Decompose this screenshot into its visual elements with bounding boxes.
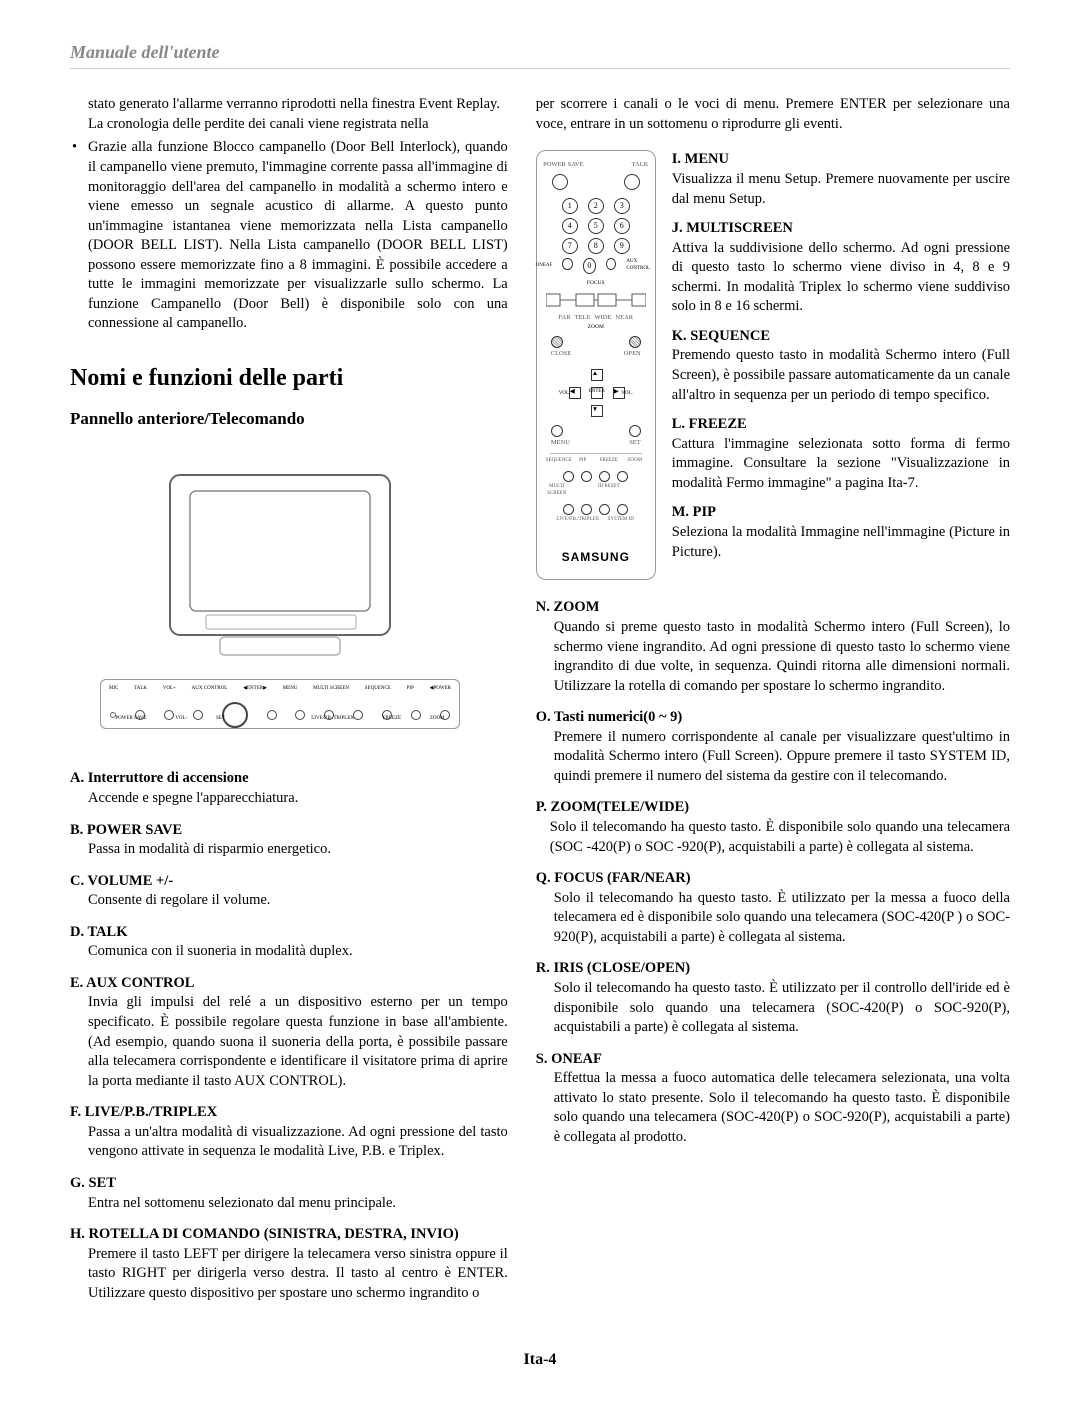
feature-B: B. POWER SAVE Passa in modalità di rispa… (70, 821, 508, 860)
lbl-near: NEAR (615, 314, 633, 323)
feature-H-label: H. ROTELLA DI COMANDO (SINISTRA, DESTRA,… (70, 1225, 508, 1245)
feature-H-body: Premere il tasto LEFT per dirigere la te… (88, 1245, 508, 1304)
feature-S-body: Effettua la messa a fuoco automatica del… (554, 1069, 1010, 1147)
feature-G-label: G. SET (70, 1174, 508, 1194)
feature-L-label: L. FREEZE (672, 415, 1010, 435)
feature-C-label: C. VOLUME +/- (70, 872, 508, 892)
feature-H: H. ROTELLA DI COMANDO (SINISTRA, DESTRA,… (70, 1225, 508, 1303)
lbl-live: LIVE/P.B./TRIPLEX (555, 517, 601, 524)
feature-D-body: Comunica con il suoneria in modalità dup… (88, 942, 508, 962)
lbl-sys: SYSTEM ID (605, 517, 637, 524)
front-panel-illustration: MICTALKVOL+AUX CONTROL ◀ENTER▶MENUMULTI … (100, 447, 460, 747)
lbl-menu: MENU (551, 439, 570, 448)
feature-I-label: I. MENU (672, 150, 1010, 170)
feature-G: G. SET Entra nel sottomenu selezionato d… (70, 1174, 508, 1213)
feature-R-body: Solo il telecomando ha questo tasto. È u… (554, 979, 1010, 1038)
feature-P-label: P. ZOOM(TELE/WIDE) (536, 798, 1010, 818)
subsection-title: Pannello anteriore/Telecomando (70, 408, 508, 431)
feature-R-label: R. IRIS (CLOSE/OPEN) (536, 959, 1010, 979)
feature-K-label: K. SEQUENCE (672, 327, 1010, 347)
lbl-multi: MULTI SCREEN (546, 484, 568, 498)
lbl-seq: SEQUENCE (546, 458, 568, 465)
lbl-focus: FOCUS (587, 280, 605, 287)
focus-bar-icon (546, 288, 646, 312)
monitor-icon (150, 465, 410, 665)
feature-F: F. LIVE/P.B./TRIPLEX Passa a un'altra mo… (70, 1103, 508, 1162)
feature-I-body: Visualizza il menu Setup. Premere nuovam… (672, 170, 1010, 209)
feature-E-body: Invia gli impulsi del relé a un disposit… (88, 993, 508, 1091)
feature-S-label: S. ONEAF (536, 1050, 1010, 1070)
feature-F-body: Passa a un'altra modalità di visualizzaz… (88, 1123, 508, 1162)
manual-header: Manuale dell'utente (70, 40, 1010, 69)
left-column: stato generato l'allarme verranno riprod… (70, 95, 508, 1315)
feature-L: L. FREEZE Cattura l'immagine selezionata… (672, 415, 1010, 493)
right-column: per scorrere i canali o le voci di menu.… (536, 95, 1010, 1315)
page-number: Ita-4 (70, 1349, 1010, 1371)
lbl-set: SET (629, 439, 641, 448)
feature-D: D. TALK Comunica con il suoneria in moda… (70, 923, 508, 962)
continued-right: per scorrere i canali o le voci di menu.… (536, 95, 1010, 134)
panel-strip-icon: MICTALKVOL+AUX CONTROL ◀ENTER▶MENUMULTI … (100, 679, 460, 729)
feature-K-body: Premendo questo tasto in modalità Scherm… (672, 346, 1010, 405)
feature-B-label: B. POWER SAVE (70, 821, 508, 841)
feature-M: M. PIP Seleziona la modalità Immagine ne… (672, 503, 1010, 562)
feature-O-label: O. Tasti numerici(0 ~ 9) (536, 708, 1010, 728)
feature-F-label: F. LIVE/P.B./TRIPLEX (70, 1103, 508, 1123)
bullet-doorbell: Grazie alla funzione Blocco campanello (… (70, 138, 508, 334)
feature-Q-label: Q. FOCUS (FAR/NEAR) (536, 869, 1010, 889)
feature-N: N. ZOOM Quando si preme questo tasto in … (536, 598, 1010, 696)
feature-A-body: Accende e spegne l'apparecchiatura. (88, 789, 508, 809)
feature-C: C. VOLUME +/- Consente di regolare il vo… (70, 872, 508, 911)
feature-B-body: Passa in modalità di risparmio energetic… (88, 840, 508, 860)
dpad-icon: ▲ ◀ ENTER ▶ ▼ VOL. VOL. (563, 367, 629, 417)
feature-K: K. SEQUENCE Premendo questo tasto in mod… (672, 327, 1010, 405)
feature-J-label: J. MULTISCREEN (672, 219, 1010, 239)
lbl-zoombtn: ZOOM (624, 458, 646, 465)
feature-P: P. ZOOM(TELE/WIDE) Solo il telecomando h… (536, 798, 1010, 857)
remote-control-illustration: POWER SAVETALK 123 456 789 ONEAF 0 AUX C… (536, 150, 656, 580)
section-title: Nomi e funzioni delle parti (70, 362, 508, 394)
feature-I: I. MENU Visualizza il menu Setup. Premer… (672, 150, 1010, 209)
brand-label: SAMSUNG (562, 549, 630, 565)
feature-M-label: M. PIP (672, 503, 1010, 523)
continued-paragraph: stato generato l'allarme verranno riprod… (88, 95, 508, 134)
lbl-id: ID RESET (598, 484, 620, 498)
feature-E: E. AUX CONTROL Invia gli impulsi del rel… (70, 974, 508, 1091)
lbl-vol-l: VOL. (559, 391, 571, 398)
feature-A-label: A. Interruttore di accensione (70, 769, 508, 789)
feature-E-label: E. AUX CONTROL (70, 974, 508, 994)
feature-N-label: N. ZOOM (536, 598, 1010, 618)
lbl-oneaf: ONEAF (536, 258, 553, 274)
lbl-talk: TALK (632, 161, 649, 170)
feature-J: J. MULTISCREEN Attiva la suddivisione de… (672, 219, 1010, 317)
lbl-aux: AUX CONTROL (626, 258, 656, 274)
feature-G-body: Entra nel sottomenu selezionato dal menu… (88, 1194, 508, 1214)
lbl-close: CLOSE (551, 350, 572, 359)
feature-J-body: Attiva la suddivisione dello schermo. Ad… (672, 239, 1010, 317)
lbl-pip: PIP (572, 458, 594, 465)
feature-A: A. Interruttore di accensione Accende e … (70, 769, 508, 808)
lbl-open: OPEN (624, 350, 641, 359)
lbl-vol-r: VOL. (621, 391, 633, 398)
feature-Q-body: Solo il telecomando ha questo tasto. È u… (554, 889, 1010, 948)
feature-R: R. IRIS (CLOSE/OPEN) Solo il telecomando… (536, 959, 1010, 1037)
lbl-zoom: ZOOM (588, 324, 604, 331)
feature-M-body: Seleziona la modalità Immagine nell'imma… (672, 523, 1010, 562)
feature-D-label: D. TALK (70, 923, 508, 943)
lbl-far: FAR (558, 314, 570, 323)
lbl-freeze: FREEZE (598, 458, 620, 465)
feature-Q: Q. FOCUS (FAR/NEAR) Solo il telecomando … (536, 869, 1010, 947)
feature-S: S. ONEAF Effettua la messa a fuoco autom… (536, 1050, 1010, 1148)
lbl-tele: TELE (575, 314, 591, 323)
feature-L-body: Cattura l'immagine selezionata sotto for… (672, 435, 1010, 494)
feature-N-body: Quando si preme questo tasto in modalità… (554, 618, 1010, 696)
feature-O-body: Premere il numero corrispondente al cana… (554, 728, 1010, 787)
lbl-powersave: POWER SAVE (543, 161, 584, 170)
feature-P-body: Solo il telecomando ha questo tasto. È d… (550, 818, 1010, 857)
feature-C-body: Consente di regolare il volume. (88, 891, 508, 911)
lbl-wide: WIDE (594, 314, 611, 323)
feature-O: O. Tasti numerici(0 ~ 9) Premere il nume… (536, 708, 1010, 786)
